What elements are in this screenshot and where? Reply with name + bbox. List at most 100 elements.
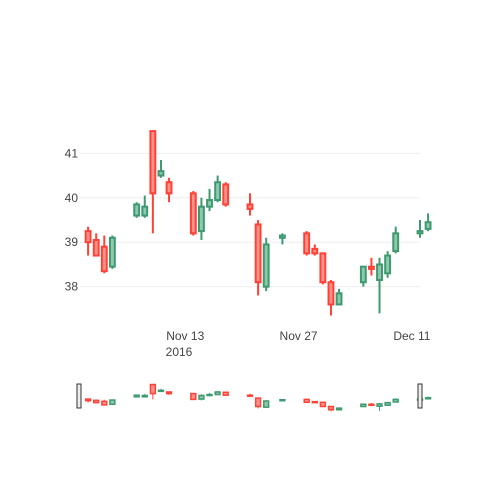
mini-candle — [376, 402, 383, 412]
mini-candle — [311, 400, 318, 404]
mini-candle-body — [101, 400, 108, 406]
candle-increasing — [359, 265, 367, 287]
y-tick-label: 38 — [65, 280, 79, 294]
y-axis: 38 39 40 41 — [65, 146, 79, 293]
candle-decreasing — [100, 235, 108, 274]
candle-decreasing — [246, 193, 254, 216]
candle-body — [311, 247, 319, 255]
y-tick-label: 41 — [65, 146, 79, 160]
range-slider-right-handle[interactable] — [417, 383, 423, 409]
mini-candle — [279, 398, 286, 402]
mini-candle — [84, 398, 92, 403]
mini-candle-body — [311, 400, 318, 404]
candle-body — [149, 130, 157, 195]
candle-increasing — [384, 251, 392, 278]
mini-candle-body — [327, 405, 335, 411]
mini-candle — [141, 393, 148, 398]
candle-body — [246, 203, 254, 210]
x-tick-label: Dec 11 — [393, 329, 430, 343]
mini-candle — [149, 383, 157, 400]
y-tick-label: 39 — [65, 235, 79, 249]
candle-increasing — [157, 160, 165, 178]
mini-candle-body — [190, 392, 197, 401]
candle-body — [84, 230, 92, 244]
x-tick-label: Nov 13 — [166, 329, 204, 343]
candle-decreasing — [92, 233, 100, 257]
y-tick-label: 40 — [65, 191, 79, 205]
candle-body — [100, 245, 108, 273]
mini-candle — [157, 388, 165, 393]
candle-body — [254, 223, 262, 284]
candle-body — [189, 192, 197, 235]
x-tick-year: 2016 — [166, 345, 193, 359]
candle-body — [206, 199, 213, 208]
candle-decreasing — [84, 226, 92, 256]
candle-increasing — [108, 235, 116, 269]
mini-candle — [384, 401, 391, 406]
candle-decreasing — [149, 130, 157, 234]
mini-candle-body — [165, 391, 173, 395]
range-slider-candles — [84, 383, 432, 412]
candle-body — [359, 265, 367, 284]
mini-candle — [424, 396, 432, 400]
candle-body — [327, 281, 335, 306]
mini-candle-body — [214, 391, 221, 396]
candle-increasing — [335, 288, 343, 306]
mini-candle-body — [303, 398, 310, 404]
mini-candle-body — [157, 389, 165, 393]
mini-candle-body — [360, 403, 367, 408]
range-slider[interactable] — [76, 383, 432, 412]
candle-body — [424, 221, 432, 230]
mini-candle — [93, 399, 100, 404]
candle-decreasing — [189, 191, 197, 236]
mini-candle — [246, 393, 254, 397]
mini-candle-body — [206, 393, 213, 397]
mini-candle-body — [109, 399, 116, 405]
mini-candle-body — [376, 403, 383, 407]
mini-candle-body — [384, 401, 391, 406]
mini-candle-body — [141, 394, 148, 398]
candle-increasing — [392, 226, 400, 254]
candle-decreasing — [303, 231, 311, 256]
mini-candle-body — [263, 400, 270, 408]
mini-candle — [368, 402, 375, 406]
candle-body — [92, 239, 100, 257]
mini-candle-body — [392, 398, 399, 403]
candle-body — [214, 181, 222, 202]
mini-candle — [360, 403, 367, 408]
mini-candle — [263, 400, 270, 408]
mini-candle-body — [319, 401, 327, 408]
x-tick-label: Nov 27 — [280, 329, 318, 343]
mini-candle — [190, 392, 197, 401]
mini-candle-body — [368, 403, 375, 406]
mini-candle-body — [222, 391, 229, 396]
candle-increasing — [198, 197, 205, 240]
candle-body — [368, 265, 375, 270]
mini-candle-body — [279, 398, 286, 402]
mini-candle — [335, 407, 343, 411]
mini-candle — [327, 405, 335, 412]
candle-increasing — [141, 195, 149, 218]
mini-candle — [206, 392, 213, 397]
mini-candle — [133, 394, 140, 398]
candle-body — [165, 181, 173, 195]
range-slider-left-handle[interactable] — [76, 383, 82, 409]
mini-candle-body — [254, 397, 262, 408]
x-axis: 2016 Nov 13 Nov 27 Dec 11 — [166, 329, 431, 359]
candle-increasing — [376, 257, 383, 314]
candle-body — [303, 232, 311, 255]
candle-body — [133, 203, 141, 217]
mini-candle-body — [246, 394, 254, 397]
mini-candle — [319, 401, 327, 408]
candle-decreasing — [165, 177, 173, 203]
candle-body — [376, 263, 383, 282]
mini-candle-body — [93, 399, 100, 404]
mini-candle — [198, 394, 205, 401]
candle-body — [198, 205, 205, 233]
candle-decreasing — [254, 220, 262, 296]
candle-increasing — [416, 220, 424, 238]
candle-decreasing — [222, 182, 230, 207]
candle-decreasing — [319, 252, 327, 285]
candle-decreasing — [368, 257, 375, 276]
